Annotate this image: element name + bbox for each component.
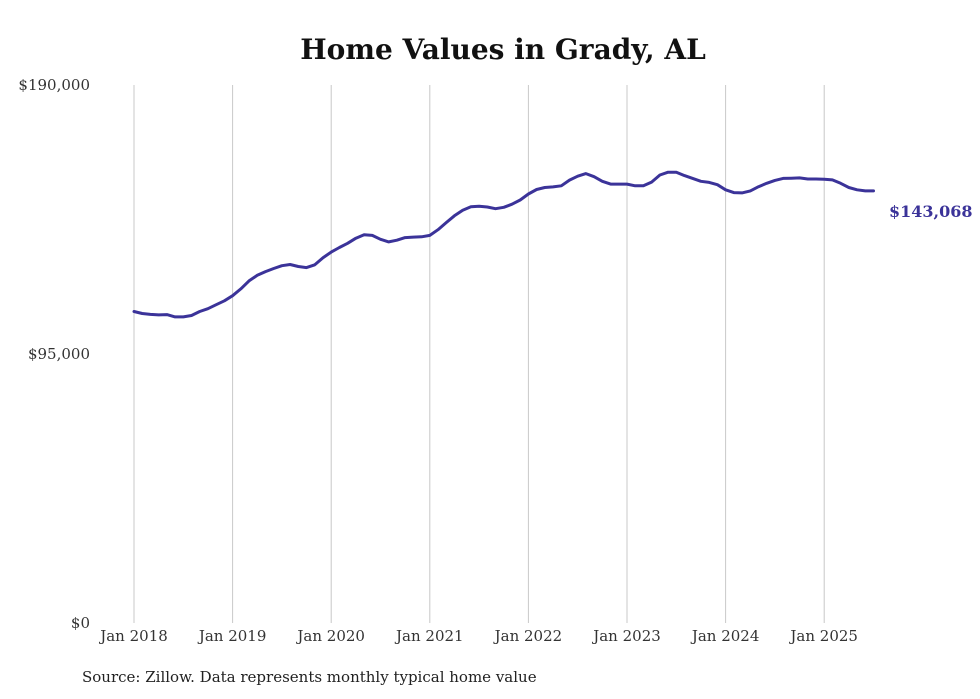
y-tick-label: $95,000 [28, 345, 90, 363]
x-tick-label: Jan 2021 [394, 627, 464, 645]
x-tick-label: Jan 2019 [197, 627, 267, 645]
x-axis-tick-labels: Jan 2018 Jan 2019 Jan 2020 Jan 2021 Jan 2022… [98, 627, 858, 645]
x-tick-label: Jan 2024 [690, 627, 760, 645]
y-tick-label: $190,000 [18, 76, 90, 94]
x-tick-label: Jan 2020 [295, 627, 365, 645]
series-layer [132, 170, 875, 319]
y-axis-tick-labels: $0 $95,000 $190,000 [18, 76, 90, 632]
end-value-label: $143,068 [889, 202, 973, 221]
x-tick-label: Jan 2022 [493, 627, 563, 645]
x-tick-label: Jan 2023 [591, 627, 661, 645]
y-tick-label: $0 [71, 614, 90, 632]
x-tick-label: Jan 2025 [788, 627, 858, 645]
x-tick-label: Jan 2018 [98, 627, 168, 645]
chart-title: Home Values in Grady, AL [300, 33, 706, 66]
source-note: Source: Zillow. Data represents monthly … [82, 668, 537, 686]
vertical-gridlines [133, 85, 825, 623]
series-line [132, 170, 875, 319]
